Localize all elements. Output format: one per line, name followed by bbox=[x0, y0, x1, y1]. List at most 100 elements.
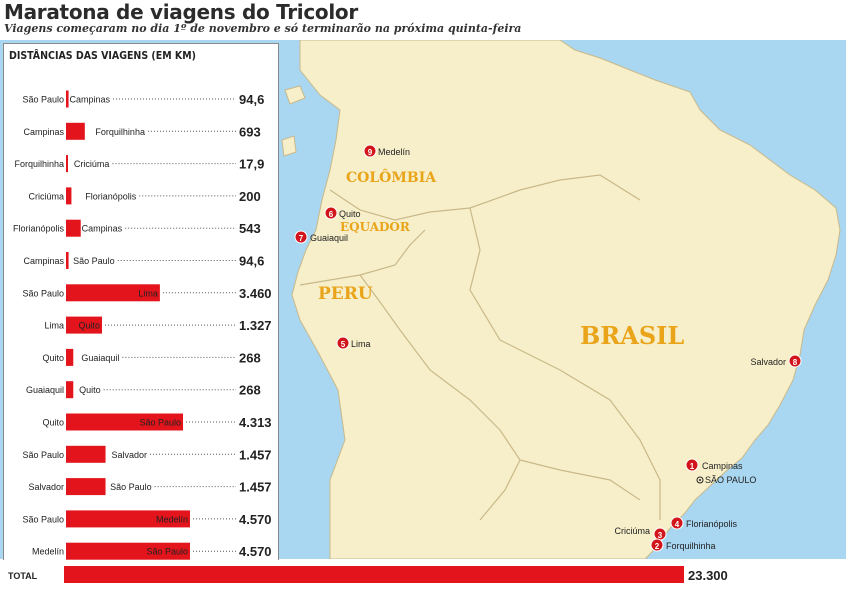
svg-text:Salvador: Salvador bbox=[750, 357, 786, 367]
bar bbox=[66, 413, 184, 431]
svg-text:1: 1 bbox=[690, 462, 695, 471]
total-value: 23.300 bbox=[688, 568, 728, 583]
bar-from-label: Quito bbox=[42, 353, 64, 363]
bar-to-label: Criciúma bbox=[74, 159, 110, 169]
bar-value-label: 4.313 bbox=[239, 415, 272, 430]
bar-from-label: São Paulo bbox=[22, 514, 64, 524]
country-label-equador: EQUADOR bbox=[340, 220, 411, 234]
bar bbox=[66, 348, 74, 366]
bar-value-label: 1.457 bbox=[239, 447, 272, 462]
bar-value-label: 200 bbox=[239, 189, 261, 204]
svg-text:Quito: Quito bbox=[339, 209, 361, 219]
bar-from-label: Salvador bbox=[28, 482, 64, 492]
bar-from-label: São Paulo bbox=[22, 288, 64, 298]
bar-to-label: Forquilhinha bbox=[95, 127, 145, 137]
svg-text:Guaiaquil: Guaiaquil bbox=[310, 233, 348, 243]
bar-to-label: São Paulo bbox=[110, 482, 152, 492]
bar bbox=[66, 381, 74, 399]
bar bbox=[66, 478, 106, 496]
country-label-peru: PERU bbox=[318, 284, 373, 304]
bar-to-label: Quito bbox=[78, 321, 100, 331]
bar-to-label: Lima bbox=[138, 288, 158, 298]
bar-value-label: 268 bbox=[239, 383, 261, 398]
bar bbox=[66, 219, 81, 237]
bar-value-label: 94,6 bbox=[239, 254, 264, 269]
bar-from-label: Quito bbox=[42, 418, 64, 428]
bar-value-label: 4.570 bbox=[239, 544, 272, 559]
country-borders bbox=[299, 174, 661, 521]
bar-from-label: São Paulo bbox=[22, 95, 64, 105]
svg-text:SÃO PAULO: SÃO PAULO bbox=[705, 475, 756, 485]
chart-title: DISTÂNCIAS DAS VIAGENS (EM KM) bbox=[9, 50, 196, 62]
bar-value-label: 1.327 bbox=[239, 318, 272, 333]
bar bbox=[66, 510, 190, 528]
bar-from-label: Medelín bbox=[32, 547, 64, 557]
bar-from-label: Lima bbox=[44, 321, 64, 331]
marker-guaiaquil: 7 Guaiaquil bbox=[294, 230, 348, 244]
svg-text:Campinas: Campinas bbox=[702, 461, 743, 471]
bar-to-label: São Paulo bbox=[73, 256, 115, 266]
country-label-colombia: COLÔMBIA bbox=[346, 168, 437, 186]
marker-lima: 5 Lima bbox=[336, 336, 371, 350]
bar-from-label: Campinas bbox=[23, 127, 64, 137]
marker-sao-paulo: SÃO PAULO bbox=[696, 475, 756, 485]
svg-text:9: 9 bbox=[368, 148, 373, 157]
bar bbox=[66, 316, 103, 334]
total-label: TOTAL bbox=[8, 571, 38, 581]
bar-to-label: São Paulo bbox=[139, 418, 181, 428]
bar-from-label: São Paulo bbox=[22, 450, 64, 460]
marker-salvador: 8 Salvador bbox=[750, 354, 802, 368]
page-subtitle: Viagens começaram no dia 1º de novembro … bbox=[4, 22, 522, 35]
distances-bar-chart: São Paulo Campinas 94,6 Campinas Forquilhinh… bbox=[13, 90, 272, 560]
svg-text:3: 3 bbox=[658, 531, 663, 540]
bar-to-label: São Paulo bbox=[146, 547, 188, 557]
bar-to-label: Florianópolis bbox=[85, 191, 137, 201]
continent-land bbox=[291, 40, 841, 559]
bar-to-label: Campinas bbox=[69, 95, 110, 105]
caribbean-island bbox=[284, 85, 306, 105]
bar-from-label: Criciúma bbox=[28, 191, 64, 201]
bar-value-label: 3.460 bbox=[239, 286, 272, 301]
bar-value-label: 17,9 bbox=[239, 157, 264, 172]
svg-text:7: 7 bbox=[299, 234, 304, 243]
svg-text:Criciúma: Criciúma bbox=[614, 526, 650, 536]
marker-medelin: 9 Medelín bbox=[363, 144, 410, 158]
marker-quito: 6 Quito bbox=[324, 206, 361, 220]
svg-text:8: 8 bbox=[793, 358, 798, 367]
svg-text:Lima: Lima bbox=[351, 339, 371, 349]
country-label-brasil: BRASIL bbox=[580, 321, 684, 350]
bar bbox=[66, 542, 190, 560]
distances-panel: DISTÂNCIAS DAS VIAGENS (EM KM) São Paulo… bbox=[3, 43, 279, 567]
bar-value-label: 543 bbox=[239, 221, 261, 236]
bar-to-label: Medelín bbox=[156, 514, 188, 524]
bar-value-label: 693 bbox=[239, 124, 261, 139]
marker-forquilhinha: 2 Forquilhinha bbox=[650, 538, 716, 552]
bar-value-label: 94,6 bbox=[239, 92, 264, 107]
bar-to-label: Guaiaquil bbox=[81, 353, 119, 363]
bar bbox=[66, 445, 106, 463]
bar bbox=[66, 284, 160, 302]
caribbean-island bbox=[281, 135, 297, 157]
svg-text:5: 5 bbox=[341, 340, 346, 349]
svg-text:Medelín: Medelín bbox=[378, 147, 410, 157]
total-row: TOTAL 23.300 bbox=[0, 560, 846, 590]
svg-text:4: 4 bbox=[675, 520, 680, 529]
marker-criciuma: 3 Criciúma bbox=[614, 526, 667, 541]
bar-value-label: 268 bbox=[239, 350, 261, 365]
bar bbox=[66, 90, 69, 108]
bar-from-label: Florianópolis bbox=[13, 224, 65, 234]
bar-from-label: Campinas bbox=[23, 256, 64, 266]
bar-to-label: Campinas bbox=[82, 224, 123, 234]
bar bbox=[66, 252, 69, 269]
page-title: Maratona de viagens do Tricolor bbox=[4, 0, 358, 24]
bar-to-label: Salvador bbox=[111, 450, 147, 460]
svg-text:Forquilhinha: Forquilhinha bbox=[666, 541, 716, 551]
bar bbox=[66, 155, 68, 173]
svg-text:2: 2 bbox=[655, 542, 660, 551]
marker-florianopolis: 4 Florianópolis bbox=[670, 516, 738, 530]
marker-campinas: 1 Campinas bbox=[685, 458, 743, 472]
bar-from-label: Guaiaquil bbox=[26, 385, 64, 395]
bar bbox=[66, 187, 72, 205]
bar bbox=[66, 122, 85, 140]
svg-text:Florianópolis: Florianópolis bbox=[686, 519, 738, 529]
